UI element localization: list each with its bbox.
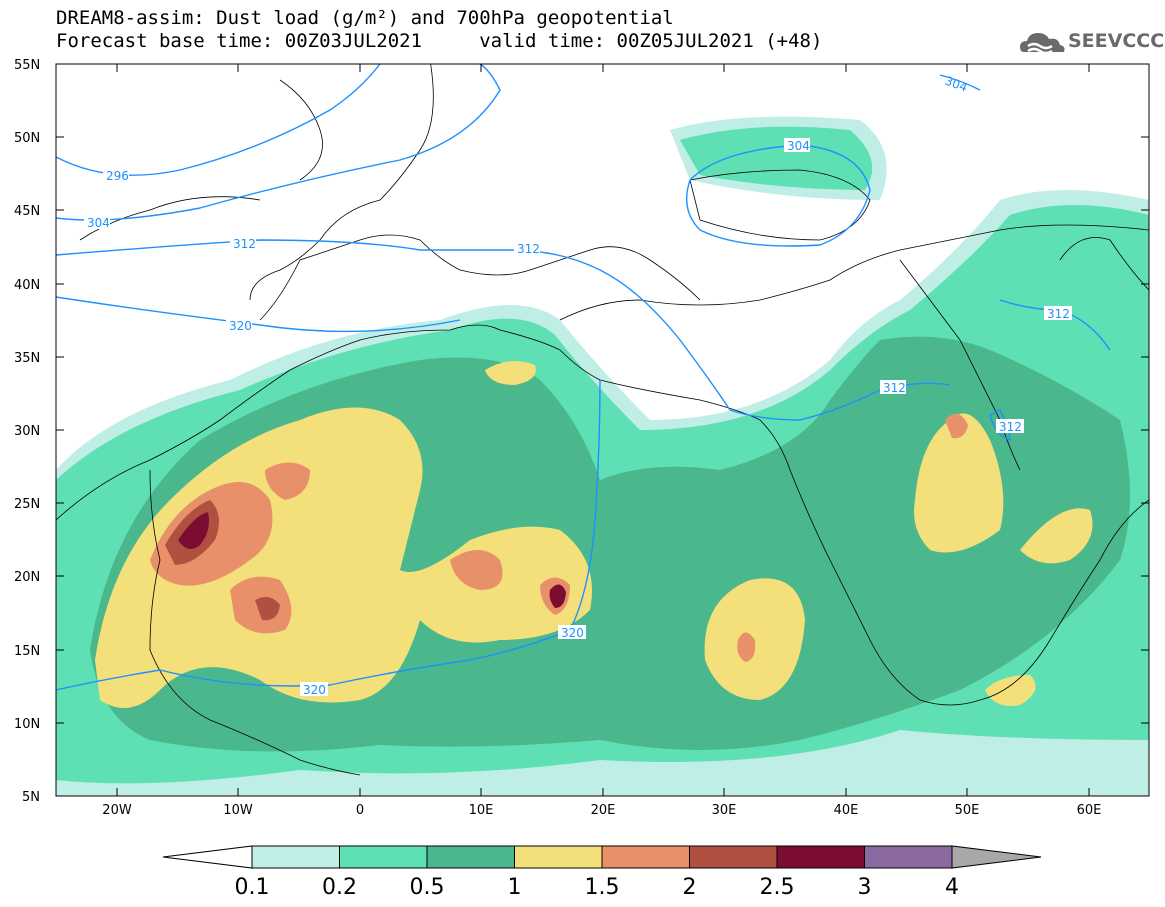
lat-label-55n: 55N xyxy=(14,58,40,73)
lon-label-60e: 60E xyxy=(1077,803,1102,818)
title-line-1: DREAM8-assim: Dust load (g/m²) and 700hP… xyxy=(56,7,674,29)
cloud-logo-icon xyxy=(1020,33,1065,55)
lat-label-30n: 30N xyxy=(14,424,40,439)
contour-label-312-iran: 312 xyxy=(999,420,1022,434)
lat-label-15n: 15N xyxy=(14,644,40,659)
lat-axis xyxy=(56,63,1149,724)
lat-label-40n: 40N xyxy=(14,278,40,293)
lon-labels: 20W 10W 0 10E 20E 30E 40E 50E 60E xyxy=(102,803,1101,818)
lat-label-10n: 10N xyxy=(14,717,40,732)
lat-label-20n: 20N xyxy=(14,570,40,585)
lat-label-50n: 50N xyxy=(14,131,40,146)
seevccc-logo: SEEVCCC xyxy=(1018,24,1164,60)
contour-label-312-caspian: 312 xyxy=(1047,307,1070,321)
lon-label-30e: 30E xyxy=(712,803,737,818)
contour-label-296: 296 xyxy=(106,169,129,183)
contour-label-320-south: 320 xyxy=(303,683,326,697)
contour-label-304-west: 304 xyxy=(87,216,110,230)
contour-labels: 296 304 312 320 304 312 304 320 312 312 … xyxy=(84,74,1072,697)
contour-label-312-west: 312 xyxy=(233,237,256,251)
contour-label-320-west: 320 xyxy=(229,319,252,333)
contour-label-320-center: 320 xyxy=(561,626,584,640)
lon-label-20e: 20E xyxy=(591,803,616,818)
lon-label-0: 0 xyxy=(356,803,364,818)
lon-label-10w: 10W xyxy=(223,803,253,818)
title-line-2: Forecast base time: 00Z03JUL2021 valid t… xyxy=(56,30,823,52)
lat-label-35n: 35N xyxy=(14,351,40,366)
lat-labels: 55N 50N 45N 40N 35N 30N 25N 20N 15N 10N … xyxy=(14,58,40,805)
lon-label-50e: 50E xyxy=(955,803,980,818)
lat-label-45n: 45N xyxy=(14,204,40,219)
lat-label-25n: 25N xyxy=(14,497,40,512)
lon-label-40e: 40E xyxy=(834,803,859,818)
contour-label-312-iraq: 312 xyxy=(883,381,906,395)
contour-label-312-center: 312 xyxy=(517,242,540,256)
contour-label-304-east: 304 xyxy=(787,139,810,153)
lon-axis xyxy=(116,64,1090,796)
lon-label-20w: 20W xyxy=(102,803,132,818)
lat-label-5n: 5N xyxy=(22,790,40,805)
logo-text: SEEVCCC xyxy=(1068,30,1165,52)
coastlines xyxy=(56,64,1149,776)
lon-label-10e: 10E xyxy=(469,803,494,818)
